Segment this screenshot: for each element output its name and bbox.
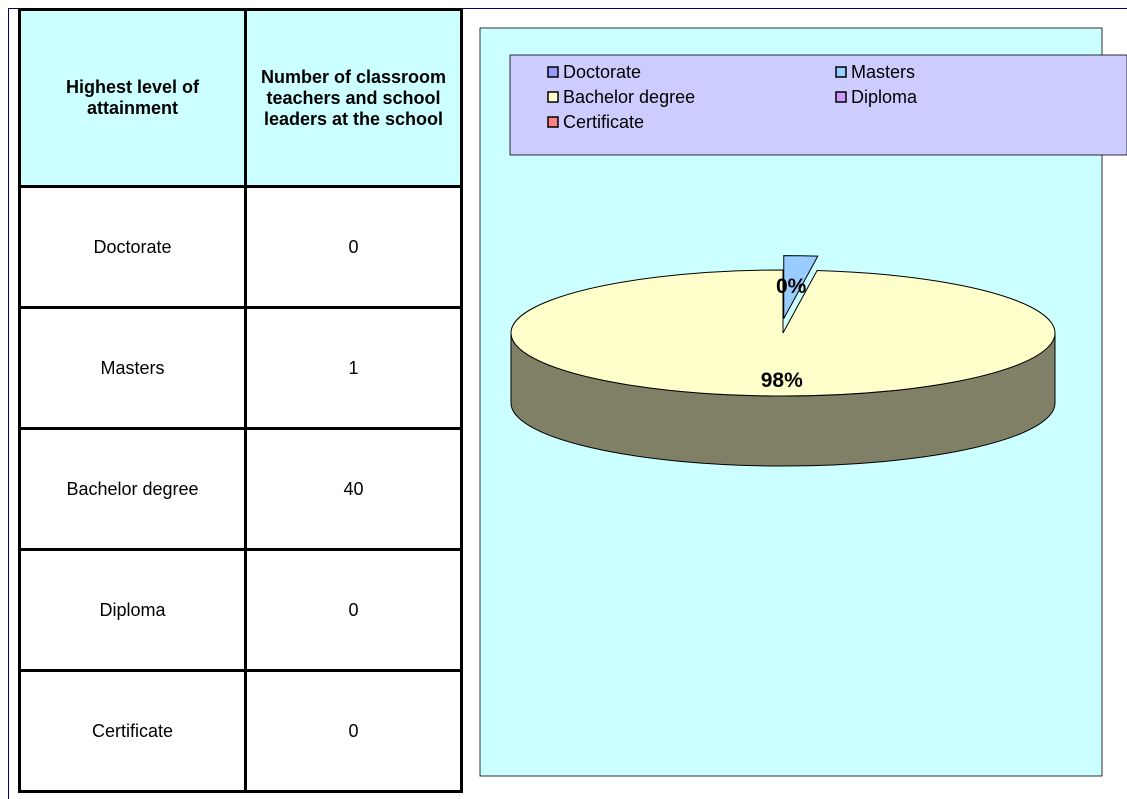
header-cell: Highest level of attainment [18, 8, 247, 188]
header-cell: Number of classroom teachers and school … [244, 8, 463, 188]
table-cell: Bachelor degree [18, 427, 247, 551]
header-row: Highest level of attainment Number of cl… [18, 8, 463, 188]
table-cell: 40 [244, 427, 463, 551]
table-row: Certificate 0 [18, 669, 463, 793]
data-label: 98% [761, 369, 803, 392]
legend-swatch [547, 116, 559, 128]
legend-label: Certificate [563, 112, 644, 132]
table-cell: 1 [244, 306, 463, 430]
frame-line [8, 8, 9, 799]
legend-swatch [547, 66, 559, 78]
legend-label: Bachelor degree [563, 87, 695, 107]
pie: 0% 98% [510, 255, 1056, 467]
table-row: Masters 1 [18, 306, 463, 430]
legend-label: Masters [851, 62, 915, 82]
legend-swatch [835, 66, 847, 78]
legend-swatch [547, 91, 559, 103]
legend-swatch [835, 91, 847, 103]
table-cell: Certificate [18, 669, 247, 793]
chart: 0% 98% Doctorate Masters Bachelor degree Dip… [479, 27, 1127, 777]
legend-label: Diploma [851, 87, 918, 107]
table-cell: Masters [18, 306, 247, 430]
data-label: 0% [776, 275, 807, 298]
table-cell: 0 [244, 548, 463, 672]
attainment-table: Highest level of attainment Number of cl… [18, 8, 463, 793]
frame-line [8, 8, 1127, 9]
pie-slice [783, 255, 819, 319]
table-body: Doctorate 0 Masters 1 Bachelor degree 40 Diplo… [18, 185, 463, 793]
table-row: Diploma 0 [18, 548, 463, 672]
legend-box [509, 54, 1127, 156]
table-row: Bachelor degree 40 [18, 427, 463, 551]
table-cell: 0 [244, 185, 463, 309]
table-cell: Diploma [18, 548, 247, 672]
legend-label: Doctorate [563, 62, 641, 82]
table-cell: Doctorate [18, 185, 247, 309]
table-cell: 0 [244, 669, 463, 793]
table-row: Doctorate 0 [18, 185, 463, 309]
